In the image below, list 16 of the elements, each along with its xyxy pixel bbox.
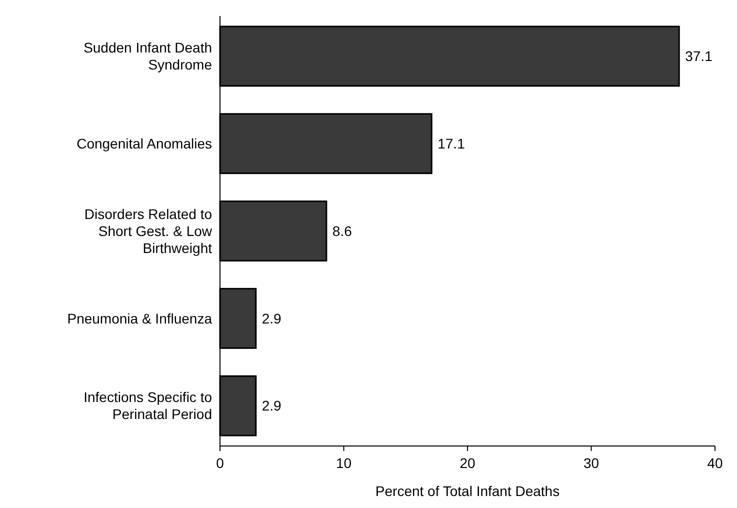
data-label: 2.9: [262, 398, 282, 414]
data-label: 37.1: [685, 48, 713, 64]
x-tick-label: 40: [707, 455, 723, 471]
x-tick-label: 0: [216, 455, 224, 471]
y-tick-label: Congenital Anomalies: [76, 136, 212, 152]
x-tick-label: 30: [583, 455, 600, 471]
y-tick-label: Disorders Related to Short Gest. & Low Birthweight: [84, 206, 213, 256]
data-label: 17.1: [438, 136, 466, 152]
y-tick-label: Infections Specific to Perinatal Period: [84, 389, 212, 422]
y-tick-label: Pneumonia & Influenza: [67, 310, 212, 326]
data-label: 8.6: [332, 222, 352, 239]
x-tick-label: 10: [336, 455, 352, 471]
y-tick-label: Sudden Infant Death Syndrome: [84, 40, 212, 73]
x-tick-label: 20: [460, 455, 476, 471]
data-label: 2.9: [262, 310, 282, 326]
x-axis-title: Percent of Total Infant Deaths: [375, 483, 560, 499]
